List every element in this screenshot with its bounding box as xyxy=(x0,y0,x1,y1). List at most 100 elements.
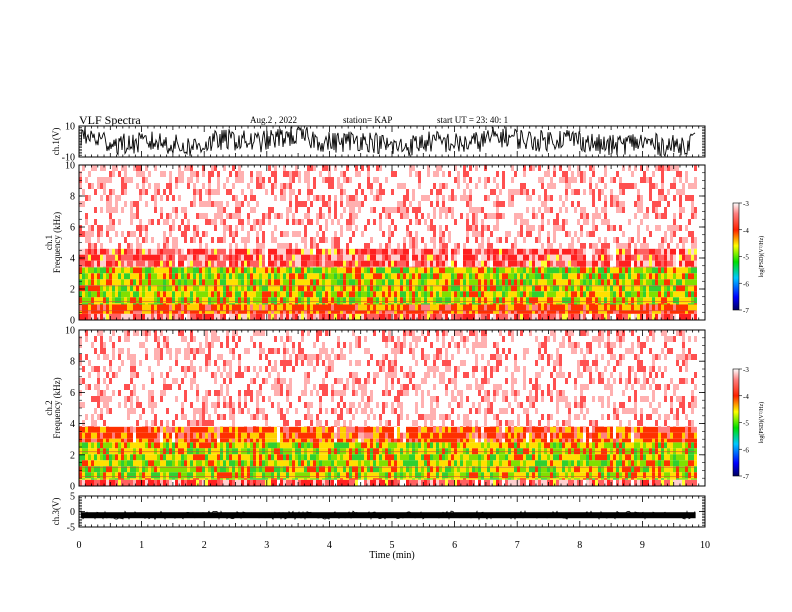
spectrogram-cell xyxy=(199,237,202,243)
spectrogram-cell xyxy=(316,243,319,249)
spectrogram-cell xyxy=(214,165,217,171)
spectrogram-cell xyxy=(190,201,193,207)
spectrogram-cell xyxy=(265,273,268,280)
spectrogram-cell xyxy=(529,279,532,286)
spectrogram-cell xyxy=(301,237,304,243)
spectrogram-cell xyxy=(583,213,586,219)
spectrogram-cell xyxy=(427,213,430,219)
spectrogram-cell xyxy=(400,297,403,304)
spectrogram-cell xyxy=(502,297,505,304)
spectrogram-cell xyxy=(142,243,145,249)
spectrogram-cell xyxy=(202,266,205,268)
spectrogram-cell xyxy=(325,243,328,249)
spectrogram-cell xyxy=(505,189,508,195)
spectrogram-cell xyxy=(379,207,382,213)
spectrogram-cell xyxy=(391,297,394,304)
spectrogram-cell xyxy=(88,189,91,195)
spectrogram-cell xyxy=(265,201,268,207)
spectrogram-cell xyxy=(88,207,91,213)
spectrogram-cell xyxy=(106,219,109,225)
spectrogram-cell xyxy=(88,297,91,304)
spectrogram-cell xyxy=(226,225,229,231)
spectrogram-cell xyxy=(289,266,292,268)
spectrogram-cell xyxy=(412,310,415,314)
spectrogram-cell xyxy=(577,177,580,183)
spectrogram-cell xyxy=(385,248,388,255)
spectrogram-cell xyxy=(316,201,319,207)
spectrogram-cell xyxy=(358,297,361,304)
spectrogram-cell xyxy=(277,177,280,183)
spectrogram-cell xyxy=(364,231,367,237)
spectrogram-cell xyxy=(172,231,175,237)
spectrogram-cell xyxy=(220,297,223,304)
spectrogram-cell xyxy=(88,254,91,261)
spectrogram-cell xyxy=(163,303,166,305)
spectrogram-cell xyxy=(514,225,517,231)
spectrogram-cell xyxy=(352,165,355,171)
spectrogram-cell xyxy=(244,304,247,311)
spectrogram-cell xyxy=(316,177,319,183)
spectrogram-cell xyxy=(268,177,271,183)
spectrogram-cell xyxy=(490,213,493,219)
spectrogram-cell xyxy=(511,279,514,286)
spectrogram-cell xyxy=(430,297,433,304)
spectrogram-cell xyxy=(91,171,94,177)
spectrogram-cell xyxy=(190,177,193,183)
spectrogram-cell xyxy=(451,183,454,189)
spectrogram-cell xyxy=(403,297,406,304)
spectrogram-cell xyxy=(457,291,460,298)
spectrogram-cell xyxy=(559,267,562,274)
spectrogram-cell xyxy=(322,285,325,292)
spectrogram-cell xyxy=(304,231,307,237)
spectrogram-cell xyxy=(172,201,175,207)
spectrogram-cell xyxy=(484,207,487,213)
spectrogram-cell xyxy=(409,310,412,314)
spectrogram-cell xyxy=(556,266,559,268)
spectrogram-cell xyxy=(241,291,244,298)
spectrogram-cell xyxy=(205,266,208,268)
spectrogram-cell xyxy=(94,285,97,292)
spectrogram-cell xyxy=(466,177,469,183)
spectrogram-cell xyxy=(490,260,493,267)
spectrogram-cell xyxy=(385,201,388,207)
spectrogram-cell xyxy=(148,279,151,286)
spectrogram-cell xyxy=(256,165,259,171)
spectrogram-cell xyxy=(400,273,403,280)
spectrogram-cell xyxy=(544,177,547,183)
spectrogram-cell xyxy=(94,165,97,171)
spectrogram-cell xyxy=(139,291,142,298)
spectrogram-cell xyxy=(532,297,535,304)
spectrogram-cell xyxy=(247,279,250,286)
spectrogram-cell xyxy=(424,231,427,237)
spectrogram-cell xyxy=(316,279,319,286)
spectrogram-cell xyxy=(175,313,178,320)
spectrogram-cell xyxy=(499,285,502,292)
spectrogram-cell xyxy=(511,177,514,183)
spectrogram-cell xyxy=(391,237,394,243)
spectrogram-cell xyxy=(556,195,559,201)
spectrogram-cell xyxy=(259,201,262,207)
spectrogram-cell xyxy=(97,219,100,225)
spectrogram-cell xyxy=(499,291,502,298)
spectrogram-cell xyxy=(289,213,292,219)
spectrogram-cell xyxy=(82,195,85,201)
spectrogram-cell xyxy=(124,267,127,274)
spectrogram-cell xyxy=(241,285,244,292)
spectrogram-cell xyxy=(166,248,169,255)
spectrogram-cell xyxy=(163,225,166,231)
spectrogram-cell xyxy=(103,201,106,207)
spectrogram-cell xyxy=(421,219,424,225)
spectrogram-cell xyxy=(409,297,412,304)
spectrogram-cell xyxy=(547,248,550,255)
spectrogram-cell xyxy=(481,237,484,243)
spectrogram-cell xyxy=(259,303,262,305)
spectrogram-cell xyxy=(175,297,178,304)
spectrogram-cell xyxy=(532,213,535,219)
spectrogram-cell xyxy=(88,267,91,274)
spectrogram-cell xyxy=(505,201,508,207)
spectrogram-cell xyxy=(493,195,496,201)
spectrogram-cell xyxy=(367,313,370,320)
spectrogram-cell xyxy=(187,260,190,267)
spectrogram-cell xyxy=(190,313,193,320)
spectrogram-cell xyxy=(493,303,496,305)
